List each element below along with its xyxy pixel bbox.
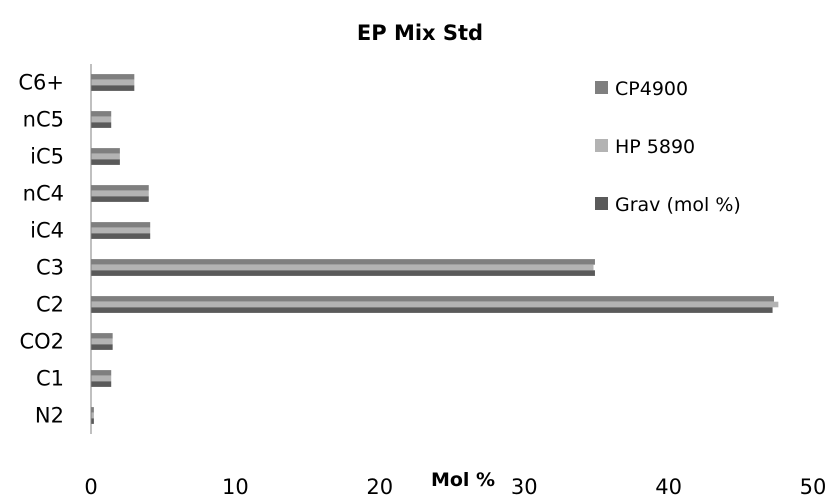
bar-c2-3: [91, 307, 773, 313]
bar-co2-3: [91, 344, 113, 350]
bar-c6-1: [91, 74, 135, 80]
bar-n2-2: [91, 412, 94, 419]
bar-ic5-1: [91, 148, 120, 154]
y-tick-label: C3: [36, 256, 64, 280]
x-tick-label: 0: [84, 475, 97, 499]
y-tick-label: nC4: [23, 182, 64, 206]
legend-swatch: [595, 81, 608, 94]
x-tick-label: 20: [366, 475, 393, 499]
bar-c3-3: [91, 270, 595, 276]
bar-nc5-3: [91, 122, 112, 128]
bar-c6-3: [91, 85, 135, 91]
y-tick-label: C2: [36, 293, 64, 317]
x-tick-labels: 0 10 20 30 40 50: [84, 475, 826, 499]
bar-c1-1: [91, 370, 112, 376]
bar-ic5-3: [91, 159, 120, 165]
legend-label: Grav (mol %): [615, 194, 741, 216]
y-tick-label: iC4: [30, 219, 64, 243]
y-tick-labels: N2 C1 CO2 C2 C3 iC4 nC4 iC5 nC5 C6+: [18, 71, 64, 428]
y-tick-label: N2: [35, 404, 64, 428]
bars-layer: [91, 74, 779, 424]
bar-nc4-2: [91, 190, 149, 197]
bar-c6-2: [91, 79, 135, 86]
bar-c1-2: [91, 375, 112, 382]
bar-nc4-3: [91, 196, 149, 202]
chart-title: EP Mix Std: [357, 21, 483, 45]
x-tick-label: 50: [800, 475, 827, 499]
legend-swatch: [595, 139, 608, 152]
bar-c2-2: [91, 301, 779, 308]
bar-co2-2: [91, 338, 113, 345]
bar-c3-1: [91, 259, 595, 265]
bar-ic5-2: [91, 153, 120, 160]
x-tick-label: 10: [222, 475, 249, 499]
y-tick-label: nC5: [23, 108, 64, 132]
bar-nc5-2: [91, 116, 112, 123]
legend: CP4900 HP 5890 Grav (mol %): [595, 78, 741, 216]
bar-c1-3: [91, 381, 112, 387]
legend-label: CP4900: [615, 78, 688, 100]
legend-label: HP 5890: [615, 136, 695, 158]
bar-n2-1: [91, 407, 94, 413]
bar-ic4-1: [91, 222, 151, 228]
x-tick-label: 40: [655, 475, 682, 499]
y-tick-label: CO2: [19, 330, 64, 354]
bar-ic4-3: [91, 233, 151, 239]
bar-nc4-1: [91, 185, 149, 191]
bar-co2-1: [91, 333, 113, 339]
bar-c2-1: [91, 296, 775, 302]
bar-nc5-1: [91, 111, 112, 117]
bar-c3-2: [91, 264, 594, 271]
legend-swatch: [595, 197, 608, 210]
y-tick-label: C6+: [18, 71, 64, 95]
y-tick-label: C1: [36, 367, 64, 391]
x-axis-label: Mol %: [431, 469, 495, 491]
bar-ic4-2: [91, 227, 151, 234]
y-tick-label: iC5: [30, 145, 64, 169]
x-tick-label: 30: [511, 475, 538, 499]
bar-n2-3: [91, 418, 94, 424]
